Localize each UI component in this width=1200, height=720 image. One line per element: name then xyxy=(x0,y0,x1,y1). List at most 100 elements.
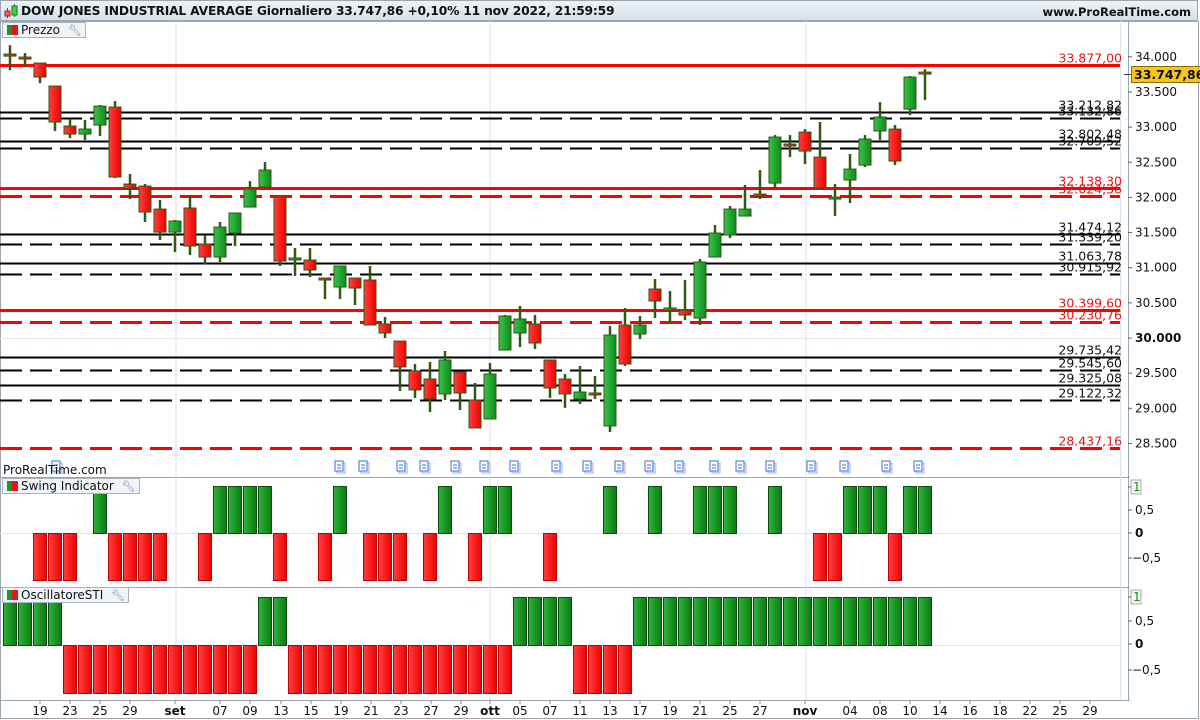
event-document-icon xyxy=(913,460,925,474)
swing-panel-label[interactable]: Swing Indicator 🔧︎ xyxy=(2,478,140,494)
color-flag-icon xyxy=(7,590,18,600)
svg-text:29.325,08: 29.325,08 xyxy=(1058,371,1122,386)
event-document-icon xyxy=(450,460,462,474)
event-document-icon xyxy=(765,460,777,474)
svg-text:28.437,16: 28.437,16 xyxy=(1058,434,1122,449)
svg-text:09: 09 xyxy=(242,704,257,718)
svg-text:32.000: 32.000 xyxy=(1135,190,1177,204)
event-document-icon xyxy=(644,460,656,474)
svg-text:0: 0 xyxy=(1135,637,1143,651)
svg-text:29.000: 29.000 xyxy=(1135,401,1177,415)
event-document-icon xyxy=(51,460,63,474)
svg-text:22: 22 xyxy=(1022,704,1037,718)
svg-text:0: 0 xyxy=(1135,526,1143,540)
svg-text:18: 18 xyxy=(992,704,1007,718)
svg-text:23: 23 xyxy=(393,704,408,718)
svg-text:30.000: 30.000 xyxy=(1135,331,1181,345)
svg-text:29.545,60: 29.545,60 xyxy=(1058,356,1122,371)
svg-text:21: 21 xyxy=(692,704,707,718)
chart-title-bar: DOW JONES INDUSTRIAL AVERAGE Giornaliero… xyxy=(0,0,1198,21)
event-document-icon xyxy=(881,460,893,474)
svg-text:29.500: 29.500 xyxy=(1135,366,1177,380)
event-document-icon xyxy=(479,460,491,474)
svg-text:1: 1 xyxy=(1133,590,1141,604)
event-document-icon xyxy=(674,460,686,474)
osc-panel-label[interactable]: OscillatoreSTI 🔧︎ xyxy=(2,587,130,603)
event-document-icon xyxy=(509,460,521,474)
svg-text:27: 27 xyxy=(752,704,767,718)
event-document-icon xyxy=(551,460,563,474)
svg-text:−0,5: −0,5 xyxy=(1132,551,1161,565)
svg-text:23: 23 xyxy=(62,704,77,718)
event-document-icon xyxy=(334,460,346,474)
svg-text:21: 21 xyxy=(363,704,378,718)
svg-text:30.399,60: 30.399,60 xyxy=(1058,296,1122,311)
svg-text:33.000: 33.000 xyxy=(1135,120,1177,134)
svg-text:13: 13 xyxy=(602,704,617,718)
svg-text:05: 05 xyxy=(512,704,527,718)
svg-text:ott: ott xyxy=(480,704,500,718)
event-document-icon xyxy=(735,460,747,474)
svg-text:1: 1 xyxy=(1133,480,1141,494)
event-document-icon xyxy=(358,460,370,474)
svg-text:07: 07 xyxy=(212,704,227,718)
svg-text:29.122,32: 29.122,32 xyxy=(1058,386,1122,401)
event-document-icon xyxy=(709,460,721,474)
svg-text:31.500: 31.500 xyxy=(1135,226,1177,240)
svg-text:19: 19 xyxy=(662,704,677,718)
wrench-icon[interactable]: 🔧︎ xyxy=(111,589,126,602)
svg-text:08: 08 xyxy=(872,704,887,718)
wrench-icon[interactable]: 🔧︎ xyxy=(121,480,136,493)
swing-panel-title: Swing Indicator xyxy=(21,479,114,493)
event-document-icon xyxy=(419,460,431,474)
svg-text:29: 29 xyxy=(453,704,468,718)
svg-text:25: 25 xyxy=(1052,704,1067,718)
svg-text:33.132,86: 33.132,86 xyxy=(1058,104,1122,119)
event-document-icon xyxy=(839,460,851,474)
svg-text:32.500: 32.500 xyxy=(1135,155,1177,169)
wrench-icon[interactable]: 🔧︎ xyxy=(67,24,82,37)
event-document-icon xyxy=(806,460,818,474)
svg-text:10: 10 xyxy=(902,704,917,718)
color-flag-icon xyxy=(7,481,18,491)
event-document-icon xyxy=(396,460,408,474)
watermark: ProRealTime.com xyxy=(3,463,107,477)
svg-text:19: 19 xyxy=(32,704,47,718)
svg-text:30.915,92: 30.915,92 xyxy=(1058,260,1122,275)
svg-text:34.000: 34.000 xyxy=(1135,50,1177,64)
svg-text:29: 29 xyxy=(122,704,137,718)
svg-text:25: 25 xyxy=(92,704,107,718)
svg-text:33.500: 33.500 xyxy=(1135,85,1177,99)
event-document-icon xyxy=(614,460,626,474)
svg-text:25: 25 xyxy=(722,704,737,718)
event-document-icon xyxy=(582,460,594,474)
last-price-badge: 33.747,86 xyxy=(1131,66,1200,83)
svg-text:32.138,30: 32.138,30 xyxy=(1058,174,1122,189)
svg-text:nov: nov xyxy=(793,704,818,718)
svg-text:31.063,78: 31.063,78 xyxy=(1058,249,1122,264)
svg-text:07: 07 xyxy=(542,704,557,718)
osc-panel-title: OscillatoreSTI xyxy=(21,588,104,602)
svg-text:30.500: 30.500 xyxy=(1135,296,1177,310)
site-link[interactable]: www.ProRealTime.com xyxy=(1042,5,1191,19)
color-flag-icon xyxy=(7,25,18,35)
svg-text:14: 14 xyxy=(932,704,947,718)
svg-text:16: 16 xyxy=(962,704,977,718)
svg-text:31.474,12: 31.474,12 xyxy=(1058,220,1122,235)
svg-text:04: 04 xyxy=(842,704,857,718)
svg-text:11: 11 xyxy=(572,704,587,718)
svg-text:31.339,20: 31.339,20 xyxy=(1058,230,1122,245)
svg-text:15: 15 xyxy=(303,704,318,718)
svg-text:set: set xyxy=(164,704,185,718)
svg-text:13: 13 xyxy=(273,704,288,718)
svg-text:19: 19 xyxy=(333,704,348,718)
svg-text:28.500: 28.500 xyxy=(1135,436,1177,450)
svg-text:−0,5: −0,5 xyxy=(1132,663,1161,677)
svg-text:33.877,00: 33.877,00 xyxy=(1058,51,1122,66)
svg-text:27: 27 xyxy=(423,704,438,718)
candlestick-icon xyxy=(4,4,18,18)
svg-text:32.802,48: 32.802,48 xyxy=(1058,127,1122,142)
price-panel-label[interactable]: Prezzo 🔧︎ xyxy=(2,22,86,38)
svg-text:31.000: 31.000 xyxy=(1135,261,1177,275)
